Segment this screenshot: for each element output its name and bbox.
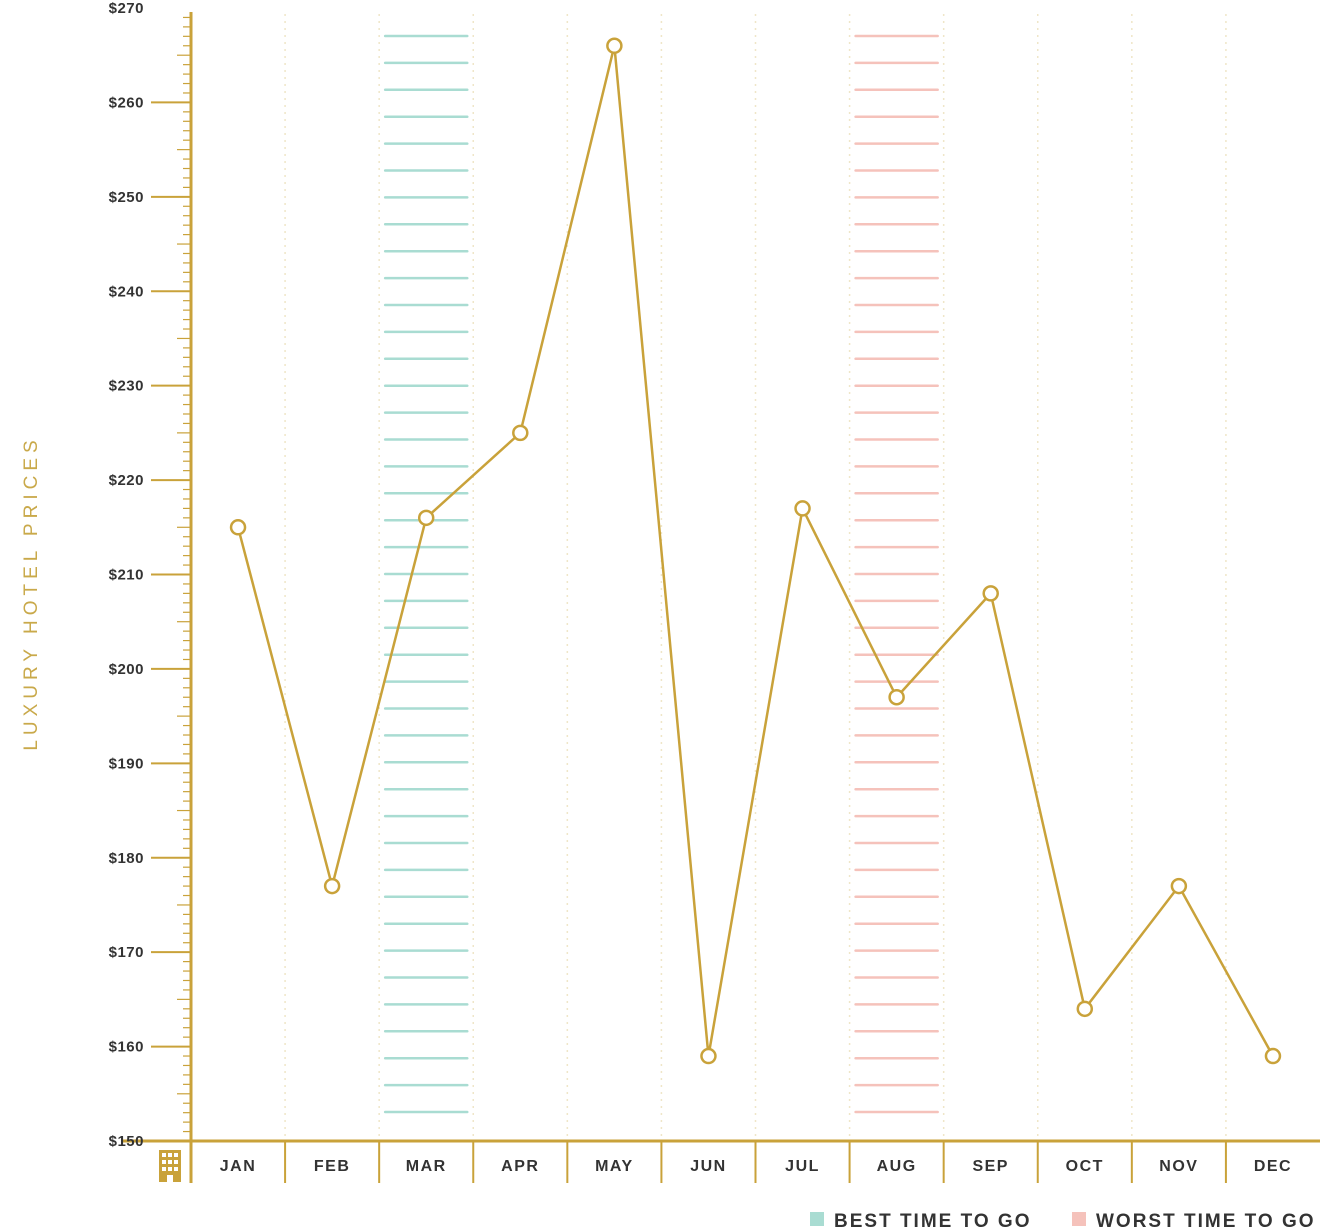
legend-worst-swatch [1072, 1212, 1086, 1226]
x-tick-label: JAN [220, 1158, 257, 1175]
legend-best-swatch [810, 1212, 824, 1226]
x-tick-label: MAR [406, 1158, 447, 1175]
x-tick-label: MAY [595, 1158, 634, 1175]
data-point [982, 585, 999, 602]
x-tick-label: NOV [1159, 1158, 1198, 1175]
y-axis-label: LUXURY HOTEL PRICES [21, 435, 42, 750]
y-axis-ticks: $150 $160 $170 $180 $190 $200 $210 $220 $230 $240… [109, 0, 191, 1150]
series-line [236, 44, 1275, 1058]
legend-worst-label: WORST TIME TO GO [1096, 1211, 1316, 1232]
price-series [229, 37, 1282, 1065]
best-time-band [383, 34, 469, 1114]
data-point [1076, 1000, 1094, 1018]
y-tick-label: $190 [109, 755, 144, 772]
data-point [1264, 1047, 1282, 1065]
data-point [512, 424, 529, 442]
x-tick-label: JUL [785, 1158, 820, 1175]
legend-best-label: BEST TIME TO GO [834, 1211, 1032, 1232]
y-tick-label: $210 [109, 567, 144, 584]
data-point [606, 37, 623, 55]
data-point [888, 688, 905, 706]
grid-lines [284, 14, 1227, 1141]
y-tick-label: $260 [109, 94, 144, 111]
y-tick-label: $180 [109, 850, 144, 867]
x-tick-label: APR [501, 1158, 539, 1175]
y-tick-label: $250 [109, 189, 144, 206]
y-tick-label: $150 [109, 1133, 144, 1150]
y-tick-label: $270 [109, 0, 144, 17]
y-tick-label: $160 [109, 1039, 144, 1056]
legend: BEST TIME TO GO WORST TIME TO GO [810, 1211, 1316, 1232]
x-tick-label: JUN [690, 1158, 727, 1175]
building-icon [159, 1150, 181, 1182]
x-tick-label: OCT [1066, 1158, 1104, 1175]
y-tick-label: $200 [109, 661, 144, 678]
data-point [1170, 877, 1188, 895]
x-axis-labels: JAN FEB MAR APR MAY JUN JUL AUG SEP OCT NOV DEC [220, 1158, 1292, 1175]
y-tick-label: $220 [109, 472, 144, 489]
data-point [229, 519, 247, 536]
data-point [323, 877, 341, 895]
y-tick-label: $170 [109, 944, 144, 961]
x-tick-label: FEB [314, 1158, 351, 1175]
worst-time-band [854, 34, 939, 1114]
x-tick-label: AUG [877, 1158, 917, 1175]
axes [121, 12, 1320, 1183]
data-point [417, 509, 435, 527]
data-point [700, 1047, 717, 1065]
x-tick-label: SEP [972, 1158, 1009, 1175]
data-point [794, 500, 811, 517]
y-tick-label: $230 [109, 378, 144, 395]
y-tick-label: $240 [109, 283, 144, 300]
x-tick-label: DEC [1254, 1158, 1292, 1175]
highlight-bands [383, 34, 939, 1114]
